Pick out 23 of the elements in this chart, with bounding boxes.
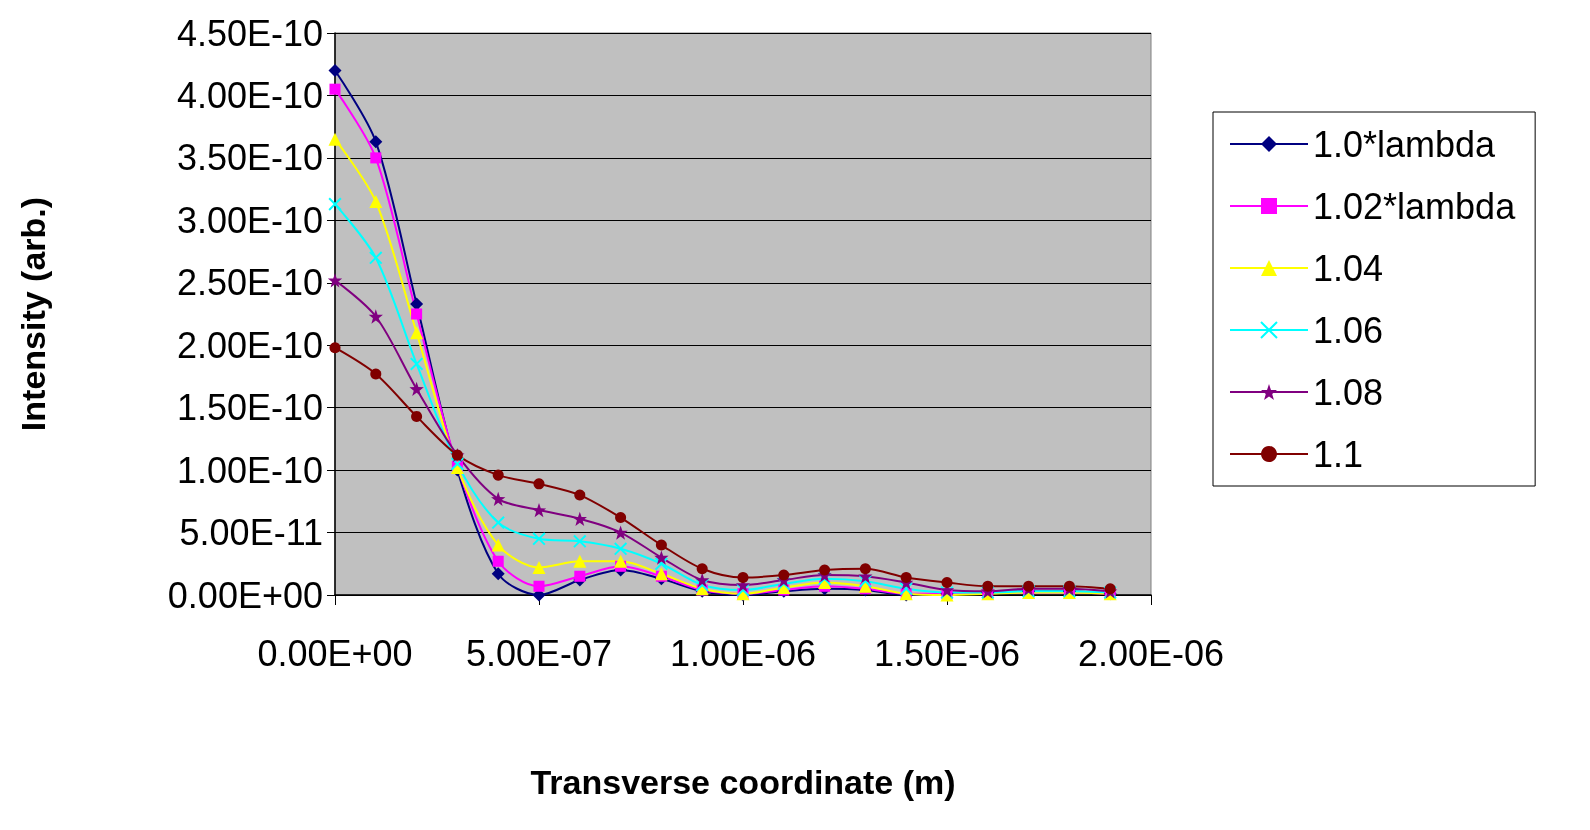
y-axis-title: Intensity (arb.) (14, 196, 52, 432)
x-tick-label: 5.00E-07 (465, 632, 613, 674)
y-tick-label: 4.50E-10 (176, 12, 323, 54)
y-tick-label: 4.00E-10 (176, 74, 323, 116)
y-tick-label: 5.00E-11 (179, 512, 323, 554)
legend-label: 1.1 (1313, 433, 1364, 475)
x-tick-label: 0.00E+00 (257, 632, 413, 674)
y-tick-label: 1.00E-10 (176, 449, 323, 491)
legend-label: 1.0*lambda (1313, 123, 1497, 165)
legend-label: 1.02*lambda (1313, 185, 1517, 227)
x-tick-label: 1.50E-06 (873, 632, 1021, 674)
x-tick-label: 2.00E-06 (1077, 632, 1225, 674)
y-tick-label: 3.00E-10 (176, 199, 323, 241)
y-tick-label: 2.00E-10 (176, 324, 323, 366)
y-tick-label: 1.50E-10 (176, 387, 323, 429)
x-tick-label: 1.00E-06 (669, 632, 817, 674)
y-tick-label: 3.50E-10 (176, 137, 323, 179)
legend-label: 1.04 (1313, 247, 1384, 289)
legend-label: 1.08 (1313, 371, 1384, 413)
x-axis-title: Transverse coordinate (m) (530, 763, 956, 801)
y-tick-label: 0.00E+00 (167, 574, 323, 616)
legend-label: 1.06 (1313, 309, 1384, 351)
y-tick-label: 2.50E-10 (176, 262, 323, 304)
